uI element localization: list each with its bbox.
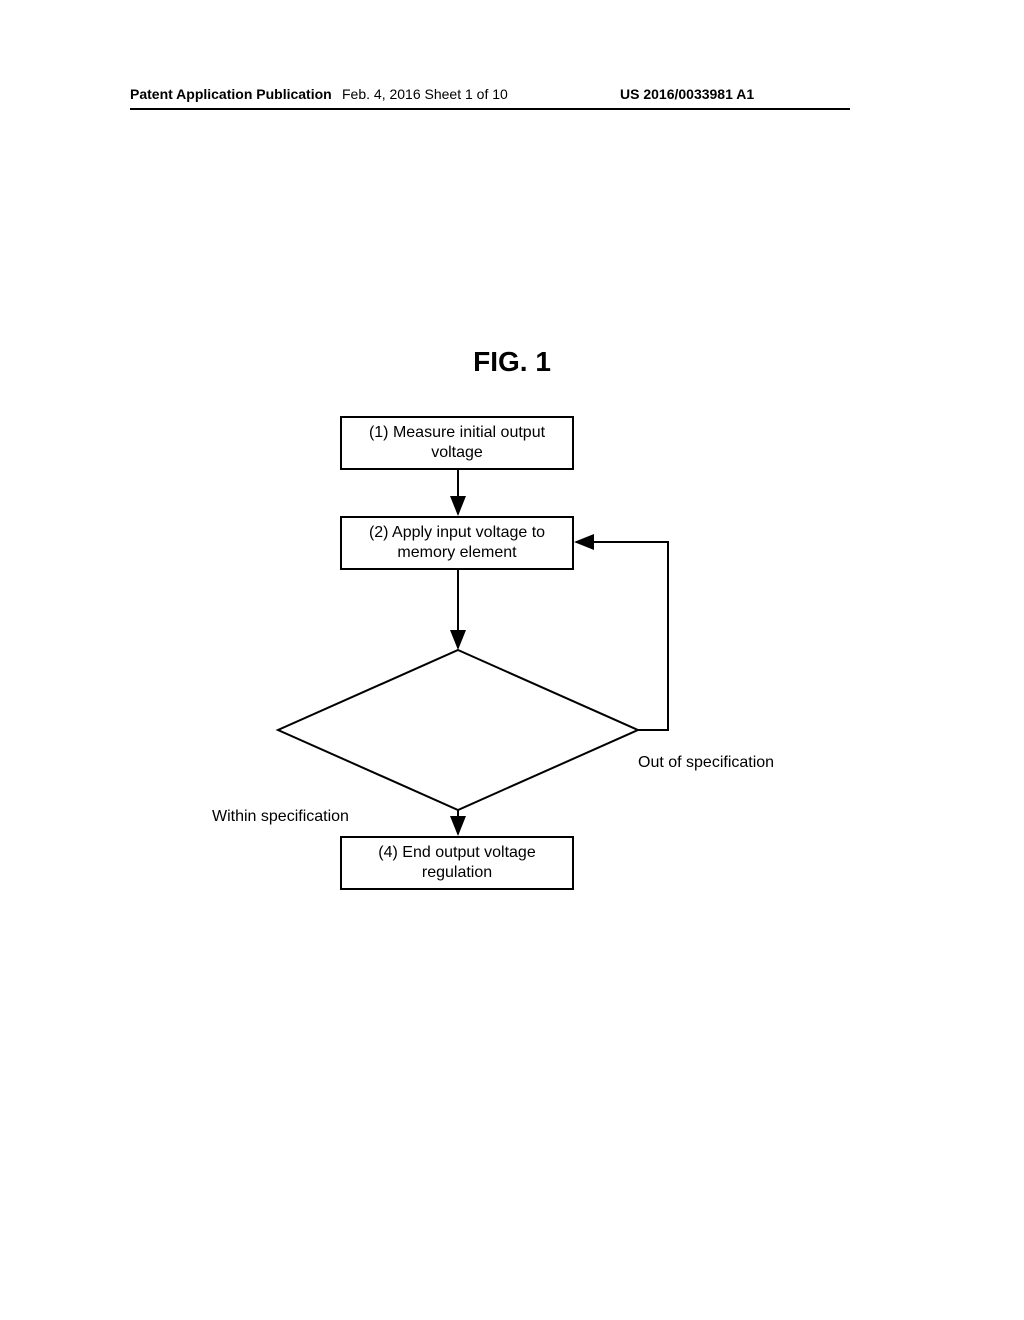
flow-node-4: (4) End output voltageregulation xyxy=(340,836,574,890)
header-divider xyxy=(130,108,850,110)
header-right-text: US 2016/0033981 A1 xyxy=(620,86,754,102)
flow-node-2: (2) Apply input voltage tomemory element xyxy=(340,516,574,570)
flow-node-3-text: (3) Determine outputvoltage error xyxy=(385,709,532,746)
flowchart-svg xyxy=(0,0,1024,1320)
flow-node-1: (1) Measure initial outputvoltage xyxy=(340,416,574,470)
flow-node-1-text: (1) Measure initial outputvoltage xyxy=(369,423,545,463)
flow-node-3-text-wrap: (3) Determine outputvoltage error xyxy=(358,708,558,748)
flow-node-2-text: (2) Apply input voltage tomemory element xyxy=(369,523,545,563)
figure-title: FIG. 1 xyxy=(0,346,1024,378)
flow-node-4-text: (4) End output voltageregulation xyxy=(378,843,535,883)
label-out-of-spec: Out of specification xyxy=(638,754,774,772)
label-within-spec: Within specification xyxy=(212,808,349,826)
page-header: Patent Application Publication Feb. 4, 2… xyxy=(0,86,1024,110)
header-left-text: Patent Application Publication xyxy=(130,86,332,102)
header-center-text: Feb. 4, 2016 Sheet 1 of 10 xyxy=(342,86,508,102)
